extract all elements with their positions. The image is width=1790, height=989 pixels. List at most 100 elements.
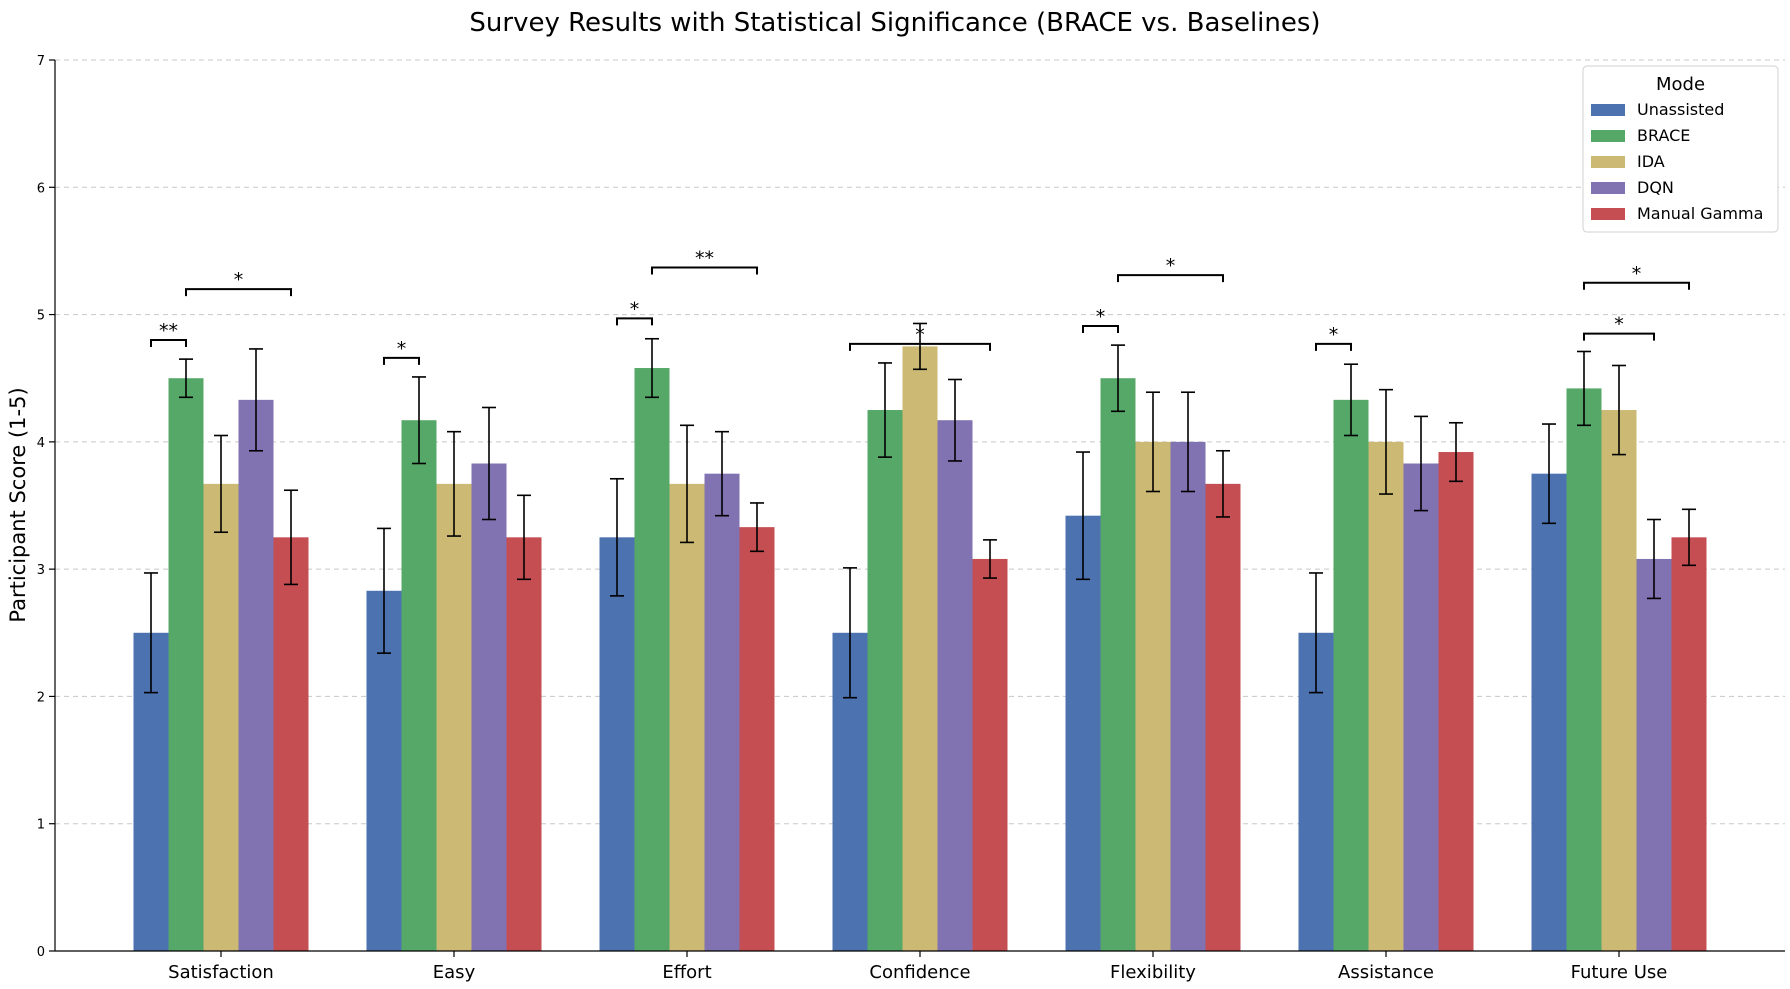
bars bbox=[133, 346, 1707, 952]
significance-bracket: * bbox=[1583, 314, 1655, 341]
x-tick-label: Easy bbox=[433, 962, 476, 983]
significance-bracket: * bbox=[849, 324, 991, 351]
significance-bracket: * bbox=[1583, 263, 1690, 290]
bar-manual-gamma bbox=[972, 558, 1008, 951]
error-bar bbox=[1344, 363, 1358, 437]
significance-label: * bbox=[1632, 263, 1642, 285]
y-tick-label: 6 bbox=[37, 181, 45, 196]
significance-label: ** bbox=[695, 247, 714, 269]
legend-item-unassisted: Unassisted bbox=[1591, 100, 1724, 119]
significance-bracket: * bbox=[383, 338, 420, 365]
y-tick-label: 2 bbox=[37, 690, 45, 705]
legend-item-manual-gamma: Manual Gamma bbox=[1591, 204, 1763, 223]
bar-brace bbox=[1333, 399, 1369, 951]
bar-ida bbox=[1368, 441, 1404, 951]
error-bar bbox=[878, 362, 892, 458]
significance-bracket: * bbox=[1315, 324, 1352, 351]
bar-ida bbox=[669, 483, 705, 951]
significance-bracket: ** bbox=[150, 320, 187, 348]
y-tick-label: 1 bbox=[37, 818, 45, 833]
legend-swatch bbox=[1591, 208, 1625, 220]
bar-ida bbox=[1135, 441, 1171, 951]
x-tick-label: Future Use bbox=[1571, 962, 1668, 983]
bar-manual-gamma bbox=[506, 537, 542, 951]
error-bars bbox=[144, 322, 1696, 699]
error-bar bbox=[1414, 415, 1428, 512]
significance-label: * bbox=[915, 324, 925, 346]
error-bar bbox=[1076, 451, 1090, 581]
legend-label: DQN bbox=[1637, 178, 1674, 197]
error-bar bbox=[948, 378, 962, 462]
y-tick-label: 0 bbox=[37, 945, 45, 960]
legend-item-ida: IDA bbox=[1591, 152, 1665, 171]
significance-bracket: * bbox=[1082, 306, 1119, 334]
bar-ida bbox=[1601, 410, 1637, 951]
error-bar bbox=[913, 322, 927, 371]
significance-label: ** bbox=[159, 320, 178, 342]
bar-dqn bbox=[471, 463, 507, 951]
error-bar bbox=[447, 430, 461, 537]
bar-brace bbox=[867, 410, 903, 951]
bar-manual-gamma bbox=[1205, 483, 1241, 951]
error-bar bbox=[610, 477, 624, 597]
y-tick-label: 7 bbox=[37, 54, 45, 69]
bar-unassisted bbox=[1531, 473, 1567, 951]
error-bar bbox=[983, 539, 997, 579]
error-bar bbox=[1216, 449, 1230, 518]
error-bar bbox=[1612, 364, 1626, 456]
legend: Mode Unassisted BRACE IDA DQN Manual Gamma bbox=[1582, 65, 1779, 233]
legend-swatch bbox=[1591, 182, 1625, 194]
error-bar bbox=[179, 358, 193, 399]
error-bar bbox=[1146, 391, 1160, 493]
bar-unassisted bbox=[599, 537, 635, 951]
bar-manual-gamma bbox=[273, 537, 309, 951]
x-tick-label: Flexibility bbox=[1110, 962, 1196, 983]
axes: 0 1 2 3 4 5 6 7 Satisfaction Easy Effort Confidence… bbox=[37, 54, 1785, 983]
legend-title: Mode bbox=[1656, 74, 1705, 95]
x-tick-label: Confidence bbox=[869, 962, 970, 983]
error-bar bbox=[517, 494, 531, 581]
bar-ida bbox=[902, 346, 938, 952]
error-bar bbox=[1449, 421, 1463, 483]
error-bar bbox=[1181, 391, 1195, 493]
error-bar bbox=[1309, 572, 1323, 694]
significance-label: * bbox=[1329, 324, 1339, 346]
legend-item-brace: BRACE bbox=[1591, 126, 1690, 145]
significance-annotations: *********** ** bbox=[150, 247, 1690, 365]
error-bar bbox=[680, 424, 694, 544]
error-bar bbox=[482, 406, 496, 521]
bar-dqn bbox=[704, 473, 740, 951]
significance-label: * bbox=[1614, 314, 1624, 336]
bar-brace bbox=[1100, 378, 1136, 951]
error-bar bbox=[214, 434, 228, 534]
x-tick-label: Assistance bbox=[1338, 962, 1434, 983]
bar-ida bbox=[436, 483, 472, 951]
y-tick-label: 4 bbox=[37, 436, 45, 451]
significance-bracket: * bbox=[185, 269, 292, 297]
bar-brace bbox=[634, 368, 670, 951]
significance-label: * bbox=[630, 298, 640, 320]
y-axis-label: Participant Score (1-5) bbox=[6, 387, 30, 622]
legend-swatch bbox=[1591, 156, 1625, 168]
error-bar bbox=[412, 376, 426, 465]
error-bar bbox=[144, 572, 158, 694]
significance-label: * bbox=[234, 269, 244, 291]
error-bar bbox=[377, 527, 391, 654]
x-tick-label: Satisfaction bbox=[168, 962, 274, 983]
error-bar bbox=[1379, 388, 1393, 495]
error-bar bbox=[1577, 350, 1591, 427]
bar-brace bbox=[1566, 388, 1602, 951]
bar-dqn bbox=[238, 399, 274, 951]
error-bar bbox=[1542, 423, 1556, 525]
y-tick-label: 3 bbox=[37, 563, 45, 578]
bar-brace bbox=[401, 420, 437, 951]
error-bar bbox=[1647, 518, 1661, 600]
bar-dqn bbox=[1403, 463, 1439, 951]
x-tick-label: Effort bbox=[662, 962, 711, 983]
bar-unassisted bbox=[1065, 515, 1101, 951]
y-tick-label: 5 bbox=[37, 309, 45, 324]
error-bar bbox=[750, 502, 764, 553]
significance-bracket: * bbox=[616, 298, 653, 326]
legend-label: BRACE bbox=[1637, 126, 1690, 145]
